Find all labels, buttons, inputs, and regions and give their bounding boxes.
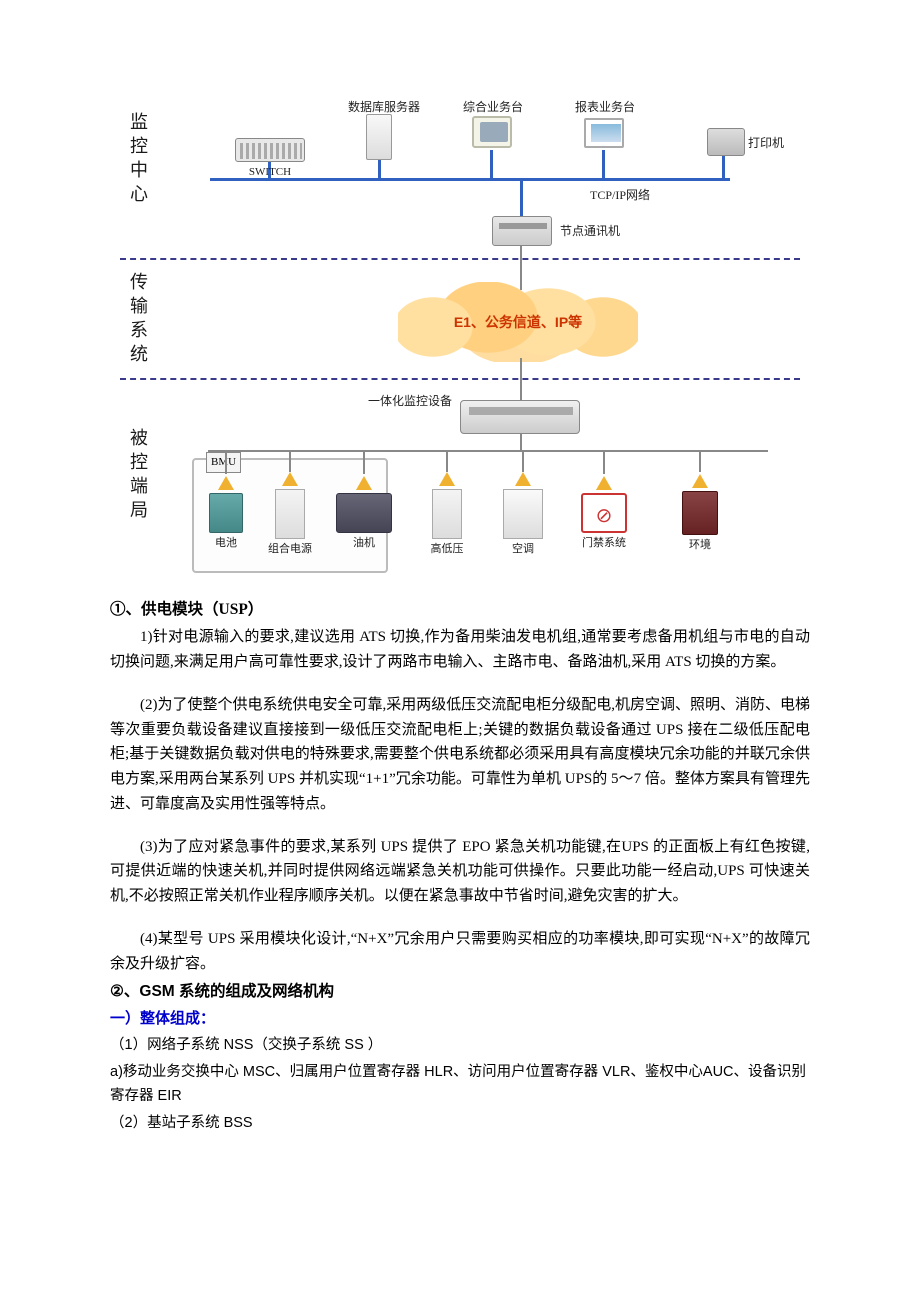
heading-usp: ①、供电模块（USP）: [110, 598, 810, 621]
arrow-up-icon: [515, 472, 531, 486]
equip-label: 空调: [512, 543, 534, 555]
device-node-comm: [490, 216, 554, 248]
arrow-up-icon: [356, 476, 372, 490]
label-monitor-device: 一体化监控设备: [368, 392, 452, 410]
equip-label: 高低压: [431, 543, 464, 555]
device-db-server: [364, 114, 394, 162]
equip-hv-lv: 高低压: [422, 472, 472, 558]
equip-label: 组合电源: [268, 543, 312, 555]
para-s1-4: (4)某型号 UPS 采用模块化设计,“N+X”冗余用户只需要购买相应的功率模块…: [110, 927, 810, 977]
equip-access: 门禁系统: [572, 476, 636, 552]
equip-label: 电池: [215, 537, 237, 549]
equip-combined-psu: 组合电源: [260, 472, 320, 558]
equip-battery: 电池: [204, 476, 248, 552]
arrow-up-icon: [439, 472, 455, 486]
bmu-label: BMU: [206, 452, 241, 473]
label-transmission: 传输系统: [124, 272, 151, 368]
device-integrated-monitor: [460, 400, 580, 434]
divider-2: [120, 378, 800, 380]
device-switch: SWITCH: [230, 138, 310, 181]
equip-ac: 空调: [498, 472, 548, 558]
transmission-cloud: E1、公务信道、IP等: [398, 282, 638, 362]
line-nss-detail: a)移动业务交换中心 MSC、归属用户位置寄存器 HLR、访问用户位置寄存器 V…: [110, 1060, 810, 1109]
arrow-up-icon: [596, 476, 612, 490]
device-biz-console: [470, 116, 514, 150]
arrow-up-icon: [218, 476, 234, 490]
label-tcpip: TCP/IP网络: [590, 186, 710, 204]
equip-label: 环境: [689, 539, 711, 551]
switch-label: SWITCH: [249, 166, 291, 178]
equip-label: 门禁系统: [582, 537, 626, 549]
device-report-console: [582, 118, 626, 150]
cloud-label: E1、公务信道、IP等: [398, 312, 638, 333]
para-s1-3: (3)为了应对紧急事件的要求,某系列 UPS 提供了 EPO 紧急关机功能键,在…: [110, 835, 810, 909]
arrow-up-icon: [692, 474, 708, 488]
equip-generator: 油机: [332, 476, 396, 552]
line-bss: （2）基站子系统 BSS: [110, 1111, 810, 1136]
heading-gsm-pre: ②、: [110, 983, 139, 1000]
arrow-up-icon: [282, 472, 298, 486]
device-printer: [704, 128, 748, 158]
sub-heading-overall: 一）整体组成：: [110, 1008, 810, 1031]
label-report-console: 报表业务台: [570, 98, 640, 116]
equip-env: 环境: [676, 474, 724, 554]
heading-gsm-post: 系统的组成及网络机构: [179, 983, 334, 1000]
label-monitor-center: 监控中心: [124, 112, 151, 208]
heading-gsm-mid: GSM: [139, 983, 179, 1000]
para-s1-1: 1)针对电源输入的要求,建议选用 ATS 切换,作为备用柴油发电机组,通常要考虑…: [110, 625, 810, 675]
divider-1: [120, 258, 800, 260]
heading-gsm: ②、GSM 系统的组成及网络机构: [110, 980, 810, 1003]
para-s1-2: (2)为了使整个供电系统供电安全可靠,采用两级低压交流配电柜分级配电,机房空调、…: [110, 693, 810, 817]
monitoring-system-diagram: 监控中心 传输系统 被控端局 数据库服务器 综合业务台 报表业务台 SWITCH…: [120, 100, 800, 590]
label-biz-console: 综合业务台: [458, 98, 528, 116]
label-node-comm: 节点通讯机: [560, 222, 640, 240]
label-printer: 打印机: [748, 134, 798, 152]
equip-label: 油机: [353, 537, 375, 549]
label-controlled-station: 被控端局: [124, 428, 151, 524]
line-nss: （1）网络子系统 NSS（交换子系统 SS ）: [110, 1033, 810, 1058]
